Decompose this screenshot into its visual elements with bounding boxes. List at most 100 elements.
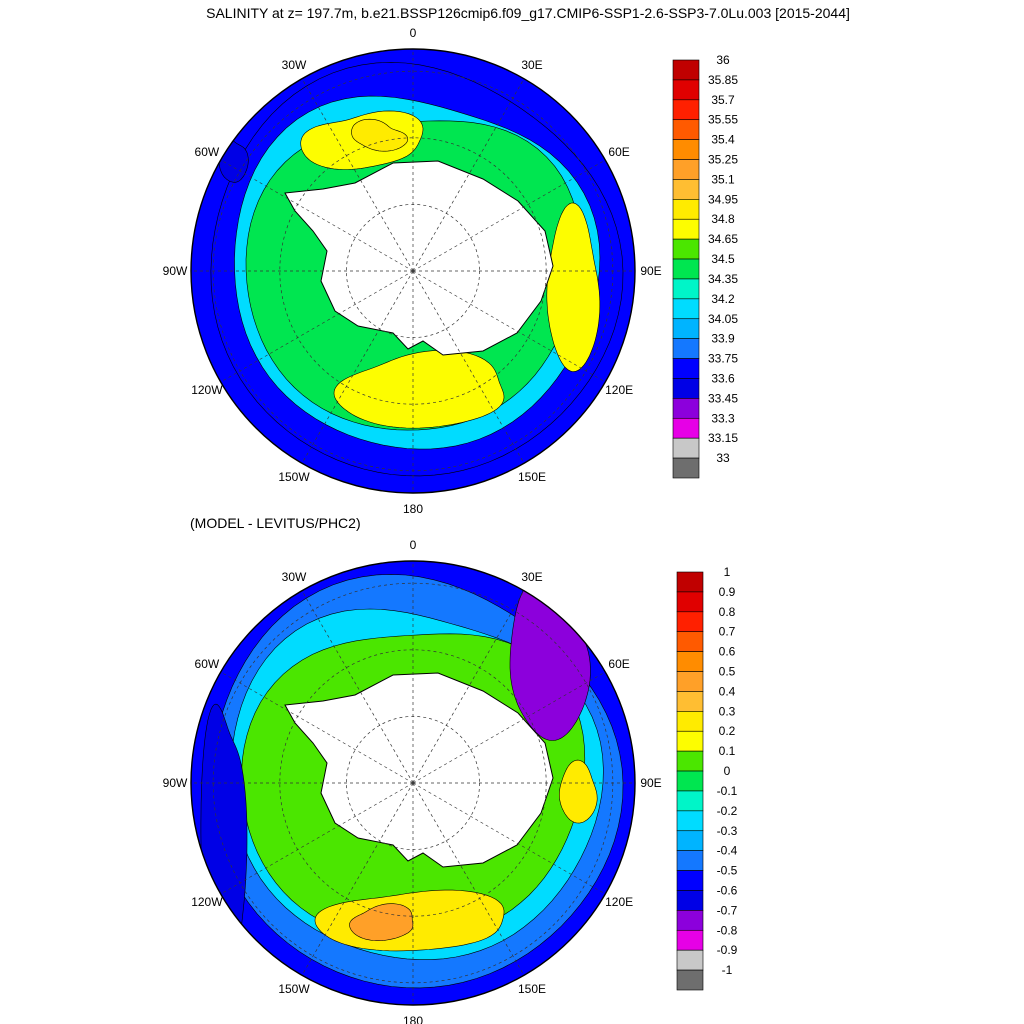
colorbar: 1 0.9 0.8 0.7 0.6 0.5 0.4 0.3 0.2 0.1 0 -0.1 -0.2 -0.… bbox=[676, 565, 738, 991]
colorbar-swatch bbox=[672, 79, 700, 101]
difference-map-panel: 0 30E 60E 90E 120E 150E 180 150W 120W 90W 60W 30W 1 0… bbox=[163, 538, 738, 1024]
colorbar-swatch bbox=[676, 571, 704, 593]
contour-region-4 bbox=[349, 903, 414, 941]
meridian-line-1 bbox=[412, 590, 525, 784]
map-field bbox=[191, 561, 635, 1005]
colorbar-tick-label: -0.8 bbox=[717, 923, 738, 937]
colorbar-tick-label: 34.2 bbox=[711, 292, 735, 306]
colorbar-swatch bbox=[676, 770, 704, 792]
colorbar-tick-label: 33.15 bbox=[708, 431, 738, 445]
colorbar-tick-label: 36 bbox=[716, 53, 730, 67]
salinity-map-panel: 0 30E 60E 90E 120E 150E 180 150W 120W 90W 60W 30W 36… bbox=[163, 26, 739, 516]
colorbar-tick-label: -0.2 bbox=[717, 804, 738, 818]
meridian-line-8 bbox=[220, 782, 414, 895]
colorbar-tick-label: 0.9 bbox=[719, 585, 736, 599]
longitude-tick-label: 90W bbox=[163, 264, 188, 278]
longitude-tick-label: 150W bbox=[278, 470, 310, 484]
colorbar-swatch bbox=[676, 591, 704, 613]
colorbar-tick-label: 35.7 bbox=[711, 93, 735, 107]
colorbar-swatch bbox=[676, 830, 704, 851]
contour-region-4 bbox=[333, 349, 505, 429]
map-field bbox=[191, 49, 635, 493]
colorbar-swatch bbox=[672, 159, 700, 180]
colorbar-tick-label: 35.4 bbox=[711, 133, 735, 147]
map-border bbox=[190, 560, 636, 1006]
colorbar-tick-label: 33.45 bbox=[708, 391, 738, 405]
colorbar-tick-label: 33.6 bbox=[711, 371, 735, 385]
meridian-line-5 bbox=[412, 782, 525, 976]
colorbar-tick-label: 35.25 bbox=[708, 153, 738, 167]
map-border bbox=[190, 48, 636, 494]
meridian-line-5 bbox=[412, 270, 525, 464]
colorbar-swatch bbox=[676, 850, 704, 871]
longitude-tick-label: 30W bbox=[282, 570, 307, 584]
colorbar-swatch bbox=[676, 651, 704, 672]
colorbar-swatch bbox=[676, 870, 704, 891]
colorbar-tick-label: 34.5 bbox=[711, 252, 735, 266]
colorbar-swatch bbox=[676, 631, 704, 652]
colorbar-tick-label: 0.8 bbox=[719, 605, 736, 619]
colorbar-swatch bbox=[672, 179, 700, 200]
longitude-tick-label: 120W bbox=[191, 383, 223, 397]
longitude-tick-label: 60E bbox=[608, 657, 629, 671]
colorbar-swatch bbox=[676, 611, 704, 633]
colorbar-swatch bbox=[672, 139, 700, 160]
colorbar-swatch bbox=[676, 750, 704, 772]
colorbar-swatch bbox=[676, 969, 704, 991]
colorbar-tick-label: 0.3 bbox=[719, 704, 736, 718]
colorbar-swatch bbox=[672, 437, 700, 459]
colorbar-swatch bbox=[676, 790, 704, 812]
colorbar-tick-label: 0.1 bbox=[719, 744, 736, 758]
colorbar-swatch bbox=[672, 218, 700, 240]
figure-subtitle: (MODEL - LEVITUS/PHC2) bbox=[190, 515, 361, 531]
colorbar-tick-label: 34.05 bbox=[708, 312, 738, 326]
colorbar-swatch bbox=[672, 457, 700, 479]
figure-title: SALINITY at z= 197.7m, b.e21.BSSP126cmip… bbox=[206, 5, 850, 21]
colorbar-swatch bbox=[676, 671, 704, 692]
colorbar-swatch bbox=[676, 810, 704, 832]
colorbar-swatch bbox=[672, 199, 700, 220]
longitude-tick-label: 150E bbox=[518, 470, 546, 484]
colorbar-swatch bbox=[672, 99, 700, 121]
colorbar-tick-label: 0.7 bbox=[719, 625, 736, 639]
longitude-tick-label: 120W bbox=[191, 895, 223, 909]
colorbar-swatch bbox=[676, 910, 704, 931]
meridian-line-7 bbox=[301, 782, 414, 976]
colorbar-swatch bbox=[672, 398, 700, 419]
colorbar-swatch bbox=[676, 691, 704, 712]
colorbar-swatch bbox=[676, 929, 704, 951]
longitude-tick-label: 180 bbox=[403, 1014, 423, 1024]
meridian-line-4 bbox=[412, 782, 606, 895]
longitude-tick-label: 180 bbox=[403, 502, 423, 516]
colorbar-swatch bbox=[672, 119, 700, 140]
colorbar-tick-label: -0.9 bbox=[717, 943, 738, 957]
meridian-line-2 bbox=[412, 159, 606, 272]
colorbar-tick-label: 33.75 bbox=[708, 352, 738, 366]
contour-region-6 bbox=[351, 118, 409, 152]
meridian-line-2 bbox=[412, 671, 606, 784]
colorbar-tick-label: -0.5 bbox=[717, 864, 738, 878]
meridian-line-4 bbox=[412, 270, 606, 383]
colorbar-swatch bbox=[672, 378, 700, 399]
colorbar-swatch bbox=[676, 890, 704, 911]
contour-region-5 bbox=[558, 759, 598, 824]
longitude-tick-label: 150W bbox=[278, 982, 310, 996]
colorbar-tick-label: 34.35 bbox=[708, 272, 738, 286]
meridian-line-11 bbox=[301, 590, 414, 784]
colorbar-swatch bbox=[676, 730, 704, 752]
colorbar-swatch bbox=[672, 298, 700, 320]
colorbar-tick-label: -0.3 bbox=[717, 824, 738, 838]
colorbar-tick-label: 1 bbox=[724, 565, 731, 579]
colorbar-tick-label: 0.2 bbox=[719, 724, 736, 738]
colorbar-tick-label: 34.65 bbox=[708, 232, 738, 246]
longitude-tick-label: 90W bbox=[163, 776, 188, 790]
colorbar-swatch bbox=[672, 338, 700, 359]
colorbar-swatch bbox=[672, 238, 700, 260]
longitude-tick-label: 30W bbox=[282, 58, 307, 72]
colorbar-swatch bbox=[676, 949, 704, 971]
colorbar-swatch bbox=[672, 258, 700, 280]
colorbar-tick-label: 34.8 bbox=[711, 212, 735, 226]
longitude-tick-label: 0 bbox=[410, 538, 417, 552]
colorbar-tick-label: -0.4 bbox=[717, 844, 738, 858]
